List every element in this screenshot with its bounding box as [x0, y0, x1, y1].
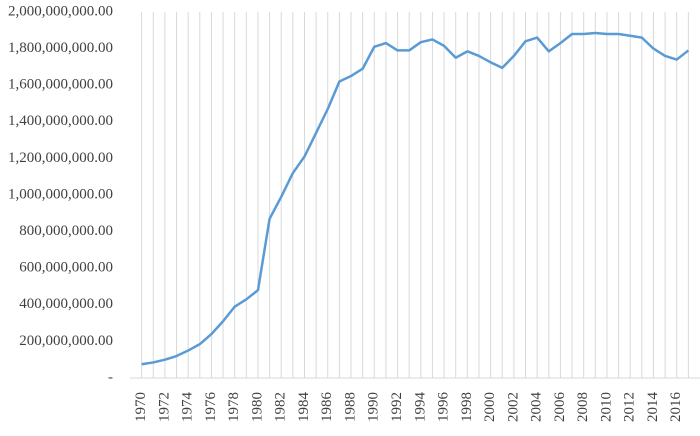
x-tick-label: 1970: [133, 392, 149, 422]
y-tick-label: 400,000,000.00: [19, 296, 113, 312]
x-tick-label: 2010: [598, 392, 614, 422]
y-tick-label: 1,800,000,000.00: [8, 40, 113, 56]
x-tick-label: 2004: [529, 392, 545, 423]
x-tick-label: 2002: [505, 392, 521, 422]
y-tick-label: 600,000,000.00: [19, 260, 113, 276]
x-tick-label: 1996: [436, 392, 452, 423]
y-tick-label: 800,000,000.00: [19, 223, 113, 239]
x-tick-label: 2008: [575, 392, 591, 422]
x-tick-label: 1994: [412, 392, 428, 423]
x-tick-label: 1978: [226, 392, 242, 422]
x-tick-label: 1986: [319, 392, 335, 423]
x-tick-label: 1974: [180, 392, 196, 423]
x-tick-label: 1992: [389, 392, 405, 422]
x-tick-label: 1972: [156, 392, 172, 422]
x-tick-label: 1984: [296, 392, 312, 423]
y-tick-label: 1,600,000,000.00: [8, 77, 113, 93]
x-tick-label: 2000: [482, 392, 498, 422]
x-tick-label: 1990: [366, 392, 382, 422]
x-tick-label: 1982: [273, 392, 289, 422]
y-tick-label: 1,000,000,000.00: [8, 186, 113, 202]
data-line: [141, 31, 690, 366]
x-tick-label: 1980: [249, 392, 265, 422]
x-tick-label: 2012: [622, 392, 638, 422]
x-tick-label: 2016: [668, 392, 684, 423]
y-tick-label: 2,000,000,000.00: [8, 3, 113, 19]
x-tick-label: 1998: [459, 392, 475, 422]
y-tick-label: 200,000,000.00: [19, 333, 113, 349]
y-tick-label: 1,200,000,000.00: [8, 150, 113, 166]
y-tick-label: 1,400,000,000.00: [8, 113, 113, 129]
y-tick-label: -: [108, 369, 113, 385]
x-tick-label: 2006: [552, 392, 568, 423]
x-tick-label: 1976: [203, 392, 219, 423]
x-tick-label: 1988: [342, 392, 358, 422]
x-tick-label: 2014: [645, 392, 661, 423]
